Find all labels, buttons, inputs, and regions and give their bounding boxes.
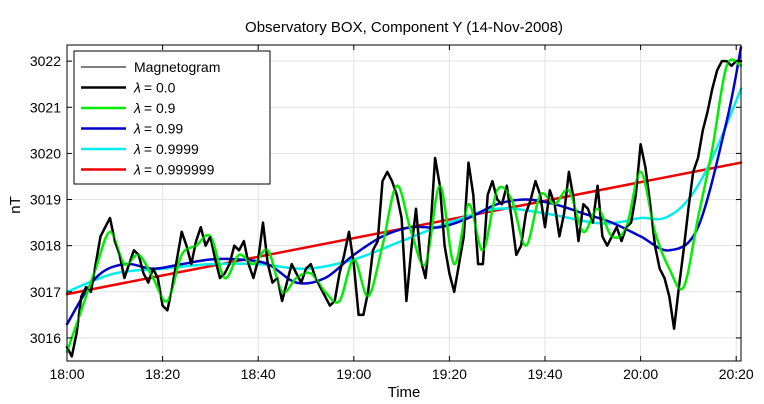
lambda-symbol: λ — [133, 80, 141, 96]
y-tick-labels: 3016 3017 3018 3019 3020 3021 3022 — [30, 53, 61, 346]
x-tick-label: 19:40 — [527, 366, 562, 382]
legend-label-lambda-0.9999: λ = 0.9999 — [133, 141, 199, 157]
x-tick-label: 18:40 — [241, 366, 276, 382]
x-tick-label: 20:00 — [623, 366, 658, 382]
y-tick-label: 3022 — [30, 53, 61, 69]
y-tick-label: 3018 — [30, 238, 61, 254]
series-group — [65, 46, 743, 358]
lambda-symbol: λ — [133, 100, 141, 116]
y-axis-title: nT — [7, 196, 24, 214]
x-axis-title: Time — [388, 384, 421, 401]
y-tick-label: 3016 — [30, 330, 61, 346]
x-tick-label: 19:20 — [432, 366, 467, 382]
series-line-Magnetogram — [66, 60, 742, 357]
legend-label-lambda-0.99: λ = 0.99 — [133, 121, 183, 137]
legend-label-text: = 0.9999 — [144, 141, 199, 157]
x-tick-labels: 18:00 18:20 18:40 19:00 19:20 19:40 20:00 20:20 — [49, 366, 753, 382]
legend-label-text: = 0.99 — [144, 121, 184, 137]
x-tick-label: 19:00 — [336, 366, 371, 382]
y-tick-label: 3017 — [30, 284, 61, 300]
y-tick-label: 3019 — [30, 192, 61, 208]
y-tick-label: 3021 — [30, 99, 61, 115]
legend-box — [73, 50, 271, 185]
series-line-lambda-0.9 — [65, 58, 743, 354]
plot-area-frame — [66, 44, 742, 362]
y-tick-label: 3020 — [30, 145, 61, 161]
lambda-symbol: λ — [133, 121, 141, 137]
legend-label-lambda-0.9: λ = 0.9 — [133, 100, 176, 116]
legend-label-lambda-0.999999: λ = 0.999999 — [133, 162, 215, 178]
legend-label-lambda-0.0: λ = 0.0 — [133, 80, 176, 96]
legend-label-text: = 0.999999 — [144, 162, 215, 178]
x-tick-label: 20:20 — [719, 366, 754, 382]
legend-label-text: = 0.0 — [144, 80, 176, 96]
legend-label-Magnetogram: Magnetogram — [134, 59, 220, 75]
x-tick-label: 18:00 — [49, 366, 84, 382]
ticks — [66, 45, 741, 361]
legend-label-text: = 0.9 — [144, 100, 176, 116]
lambda-symbol: λ — [133, 162, 141, 178]
lambda-symbol: λ — [133, 141, 141, 157]
legend-label-text: Magnetogram — [134, 59, 220, 75]
x-tick-label: 18:20 — [145, 366, 180, 382]
chart-title: Observatory BOX, Component Y (14-Nov-200… — [245, 19, 563, 36]
